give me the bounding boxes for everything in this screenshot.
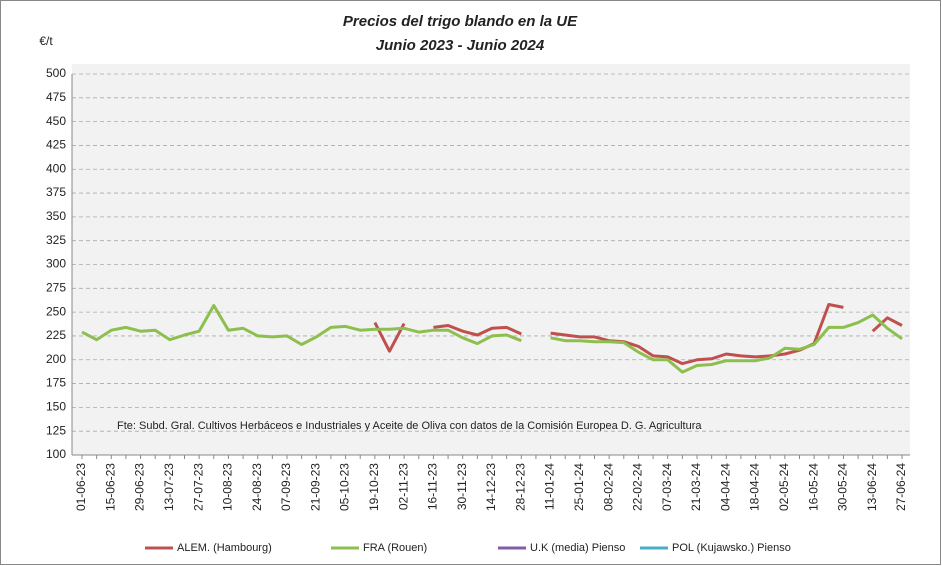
x-tick-label: 05-10-23	[338, 463, 352, 511]
y-tick-label: 250	[46, 304, 66, 318]
y-tick-label: 450	[46, 114, 66, 128]
chart-title: Precios del trigo blando en la UE	[343, 13, 578, 30]
y-tick-label: 350	[46, 209, 66, 223]
x-tick-label: 27-06-24	[894, 463, 908, 511]
chart-subtitle: Junio 2023 - Junio 2024	[376, 37, 545, 54]
annotation: Fte: Subd. Gral. Cultivos Herbáceos e In…	[117, 420, 702, 432]
x-tick-label: 25-01-24	[572, 463, 586, 511]
x-tick-label: 08-02-24	[601, 463, 615, 511]
y-tick-label: 175	[46, 376, 66, 390]
x-tick-label: 10-08-23	[221, 463, 235, 511]
x-tick-label: 04-04-24	[718, 463, 732, 511]
x-tick-label: 21-09-23	[308, 463, 322, 511]
y-tick-label: 400	[46, 161, 66, 175]
y-axis-label: €/t	[39, 34, 53, 48]
x-tick-label: 07-03-24	[660, 463, 674, 511]
x-tick-label: 22-02-24	[631, 463, 645, 511]
series-line	[81, 304, 903, 374]
legend-label: ALEM. (Hambourg)	[177, 542, 272, 554]
x-tick-label: 13-07-23	[162, 463, 176, 511]
y-tick-label: 150	[46, 400, 66, 414]
x-tick-label: 01-06-23	[74, 463, 88, 511]
y-tick-label: 225	[46, 328, 66, 342]
x-tick-label: 21-03-24	[689, 463, 703, 511]
x-tick-label: 07-09-23	[279, 463, 293, 511]
y-tick-label: 500	[46, 66, 66, 80]
x-tick-label: 11-01-24	[543, 463, 557, 510]
x-tick-label: 15-06-23	[103, 463, 117, 511]
x-tick-label: 28-12-23	[513, 463, 527, 511]
x-tick-label: 02-11-23	[396, 463, 410, 510]
y-tick-label: 300	[46, 257, 66, 271]
x-tick-label: 30-05-24	[836, 463, 850, 511]
x-tick-label: 24-08-23	[250, 463, 264, 511]
y-tick-label: 475	[46, 90, 66, 104]
series-line	[373, 303, 903, 366]
y-tick-label: 100	[46, 447, 66, 461]
y-tick-label: 425	[46, 138, 66, 152]
legend-label: U.K (media) Pienso	[530, 542, 625, 554]
legend-label: FRA (Rouen)	[363, 542, 427, 554]
y-tick-label: 200	[46, 352, 66, 366]
x-tick-label: 16-11-23	[426, 463, 440, 510]
legend-label: POL (Kujawsko.) Pienso	[672, 542, 791, 554]
x-tick-label: 27-07-23	[191, 463, 205, 511]
x-tick-label: 19-10-23	[367, 463, 381, 511]
x-tick-label: 02-05-24	[777, 463, 791, 511]
y-tick-label: 125	[46, 423, 66, 437]
x-tick-label: 16-05-24	[806, 463, 820, 511]
y-tick-label: 375	[46, 185, 66, 199]
x-tick-label: 14-12-23	[484, 463, 498, 511]
y-tick-label: 325	[46, 233, 66, 247]
y-tick-label: 275	[46, 280, 66, 294]
x-tick-label: 29-06-23	[133, 463, 147, 511]
x-tick-label: 30-11-23	[455, 463, 469, 510]
x-tick-label: 13-06-24	[865, 463, 879, 511]
plot-area	[72, 64, 910, 455]
x-tick-label: 18-04-24	[748, 463, 762, 511]
